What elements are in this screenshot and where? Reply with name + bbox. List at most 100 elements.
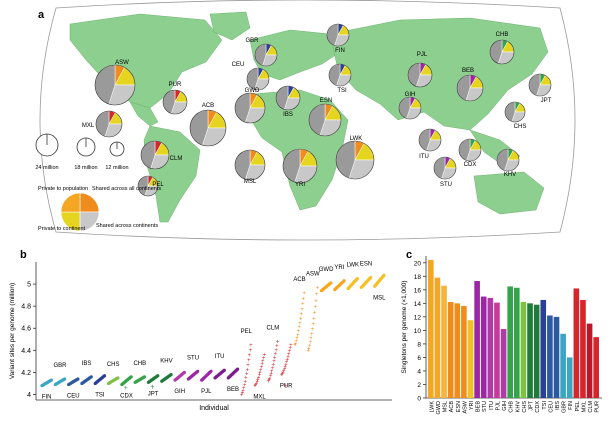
c-bar-gbr xyxy=(560,333,566,398)
b-point: + xyxy=(312,316,316,322)
b-point: + xyxy=(289,343,293,349)
c-x-tick-label: ACB xyxy=(449,401,455,413)
b-series-label-gbr: GBR xyxy=(53,363,67,369)
b-point: + xyxy=(254,383,258,389)
pie-label-beb: BEB xyxy=(462,68,474,74)
b-point: + xyxy=(298,321,302,327)
b-point: + xyxy=(248,348,252,354)
series-gih: GIH xyxy=(173,370,186,395)
b-point xyxy=(209,369,213,373)
pie-label-asw: ASW xyxy=(115,60,129,66)
b-point: + xyxy=(255,381,259,387)
pie-outline xyxy=(254,43,278,67)
pie-outline xyxy=(140,140,170,170)
b-series-label-acb: ACB xyxy=(293,277,305,283)
b-point: + xyxy=(266,379,270,385)
c-x-tick-label: CDX xyxy=(535,401,541,413)
b-point: + xyxy=(274,352,278,358)
pie-label-khv: KHV xyxy=(504,172,516,178)
b-point: + xyxy=(283,367,287,373)
b-outlier-point: + xyxy=(150,384,154,391)
c-x-tick-label: GWD xyxy=(436,401,442,414)
b-point: + xyxy=(306,348,310,354)
b-point xyxy=(169,373,173,377)
world-map xyxy=(39,0,576,241)
c-bar-yri xyxy=(467,320,474,398)
pie-yri: YRI xyxy=(282,148,318,188)
pie-pel: PEL xyxy=(137,175,164,197)
c-x-tick-label: GBR xyxy=(562,401,568,413)
b-point: + xyxy=(288,346,292,352)
b-point xyxy=(222,368,226,372)
series-cdx: CDX xyxy=(120,375,133,400)
pie-outline xyxy=(458,138,482,162)
b-point xyxy=(329,281,333,285)
pie-label-esn: ESN xyxy=(320,98,332,104)
series-asw: ++++++++++++++ASW xyxy=(306,271,320,354)
pie-label-jpt: JPT xyxy=(541,98,552,104)
c-bar-ibs xyxy=(553,316,560,398)
b-point: + xyxy=(270,369,274,375)
b-series-label-mxl: MXL xyxy=(253,395,266,401)
b-point: + xyxy=(311,322,315,328)
b-point: + xyxy=(247,358,251,364)
b-series-label-tsi: TSI xyxy=(95,392,105,398)
b-point: + xyxy=(300,312,304,318)
population-pies: GBR CEU FIN TSI IBS PJL GIH BEB ITU STU CHB JPT CHS C… xyxy=(82,23,552,197)
pie-chs: CHS xyxy=(504,101,526,130)
c-x-tick-label: STU xyxy=(482,401,488,412)
b-point xyxy=(236,367,240,371)
pie-itu: ITU xyxy=(418,128,442,160)
b-point: + xyxy=(262,353,266,359)
b-point: + xyxy=(301,302,305,308)
series-pel: ++++++++++++++PEL xyxy=(240,329,253,399)
c-y-tick-label: 8 xyxy=(417,341,421,348)
c-x-tick-label: KHV xyxy=(515,401,521,413)
series-tsi: TSI xyxy=(93,374,107,398)
b-point: + xyxy=(246,367,250,373)
pie-legend-private-population xyxy=(60,192,81,213)
c-y-tick-label: 0 xyxy=(417,396,421,403)
series-clm: ++++++++++++++CLM xyxy=(266,325,279,385)
pie-outline xyxy=(504,101,526,123)
b-point xyxy=(129,375,133,379)
b-series-label-gwd: GWD xyxy=(319,267,334,273)
pie-esn: ESN xyxy=(308,98,342,137)
pie-pjl: PJL xyxy=(407,52,433,88)
b-point: + xyxy=(293,343,297,349)
c-x-tick-label: PEL xyxy=(575,401,581,411)
c-bar-jpt xyxy=(527,303,533,398)
pie-lwk: LWK xyxy=(335,136,375,180)
b-point xyxy=(369,275,373,280)
b-point: + xyxy=(273,355,277,361)
pie-outline xyxy=(433,156,457,180)
b-y-tick-label: 4 xyxy=(27,392,31,399)
b-point xyxy=(382,273,386,277)
b-y-tick-label: 4.4 xyxy=(21,348,31,355)
size-legend-label-18m: 18 million xyxy=(74,165,97,171)
pie-pur: PUR xyxy=(162,82,188,115)
b-point: + xyxy=(302,291,306,297)
pie-label-lwk: LWK xyxy=(350,136,363,142)
b-point: + xyxy=(244,376,248,382)
series-yri: YRI xyxy=(333,265,346,292)
panel-label-a: a xyxy=(38,9,45,21)
pie-outline xyxy=(189,109,227,147)
b-series-label-chb: CHB xyxy=(133,361,146,367)
pie-gbr: GBR xyxy=(245,38,278,67)
panel-label-c: c xyxy=(406,249,412,261)
b-y-tick-label: 5 xyxy=(27,282,31,289)
b-point xyxy=(355,276,359,281)
b-series-label-ceu: CEU xyxy=(67,394,80,400)
size-legend-label-24m: 24 million xyxy=(35,165,58,171)
pie-legend: Private to population Shared across all … xyxy=(38,186,161,232)
b-series-label-ibs: IBS xyxy=(82,361,92,367)
c-x-tick-label: ITU xyxy=(489,401,495,410)
b-point: + xyxy=(274,348,278,354)
series-chs: CHS xyxy=(107,362,120,386)
pie-outline xyxy=(456,74,484,102)
c-bar-gih xyxy=(500,329,507,398)
b-point: + xyxy=(297,325,301,331)
pie-outline xyxy=(328,63,352,87)
b-point: + xyxy=(241,391,245,397)
